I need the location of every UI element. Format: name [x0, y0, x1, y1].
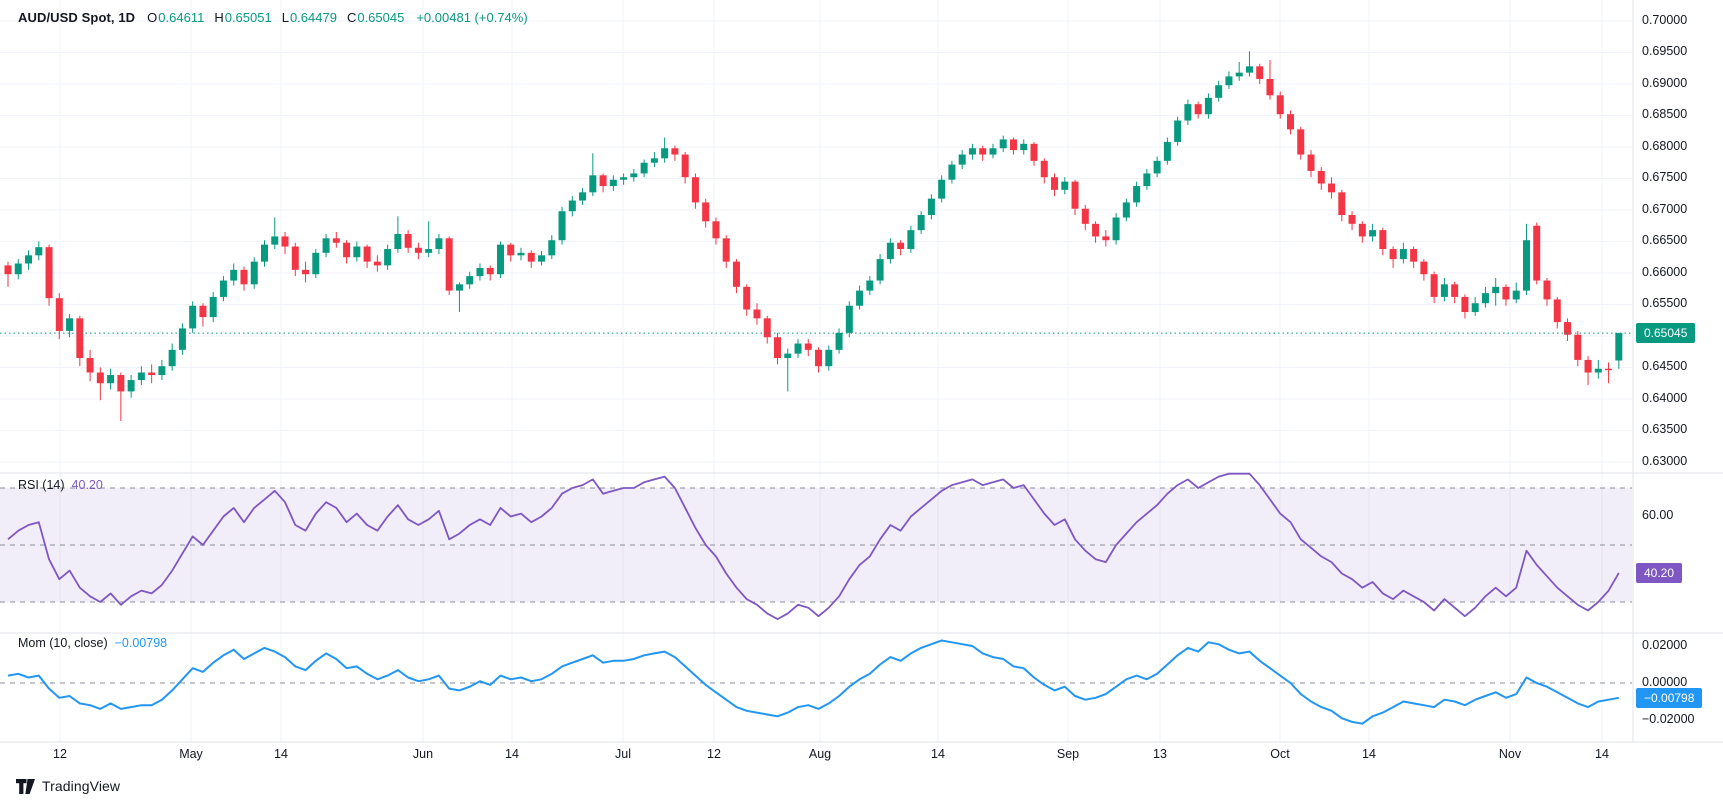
- time-axis-label: Jul: [615, 747, 631, 761]
- price-axis-label: 0.69500: [1642, 44, 1688, 59]
- rsi-axis-label: 60.00: [1642, 508, 1674, 523]
- tradingview-logo[interactable]: TradingView: [16, 778, 120, 794]
- price-axis-label: 0.64000: [1642, 390, 1688, 405]
- open-key: O: [147, 10, 158, 25]
- time-axis-label: 12: [707, 747, 721, 761]
- time-axis-label: Sep: [1056, 747, 1080, 761]
- price-axis-label: 0.68000: [1642, 138, 1688, 153]
- time-axis-label: 14: [1595, 747, 1609, 761]
- time-axis-label: May: [179, 747, 203, 761]
- momentum-axis-label: 0.02000: [1642, 638, 1688, 652]
- high-value: 0.65051: [224, 10, 272, 25]
- time-axis-label: 12: [53, 747, 67, 761]
- ohlc-readout: O 0.64611 H 0.65051 L 0.64479 C 0.65045: [147, 10, 404, 25]
- time-axis-label: Oct: [1270, 747, 1290, 761]
- tradingview-logo-icon: [16, 778, 35, 794]
- price-axis-label: 0.67500: [1642, 170, 1688, 185]
- candles-series[interactable]: [4, 51, 1623, 422]
- rsi-label: RSI (14): [18, 478, 65, 492]
- time-axis-label: 14: [505, 747, 519, 761]
- rsi-series[interactable]: [7, 472, 1620, 620]
- price-axis-label: 0.67000: [1642, 201, 1688, 216]
- rsi-value-badge: 40.20: [1636, 562, 1683, 583]
- change-readout: +0.00481 (+0.74%): [416, 10, 528, 25]
- price-axis-label: 0.65500: [1642, 296, 1688, 311]
- price-axis-label: 0.70000: [1642, 12, 1688, 27]
- price-axis-label: 0.63000: [1642, 453, 1688, 468]
- symbol-legend[interactable]: AUD/USD Spot, 1D O 0.64611 H 0.65051 L 0.64…: [18, 10, 528, 25]
- symbol-title: AUD/USD Spot, 1D: [18, 10, 136, 25]
- momentum-axis-label: 0.00000: [1642, 675, 1688, 689]
- price-axis-label: 0.66500: [1642, 233, 1688, 248]
- price-axis-label: 0.66000: [1642, 264, 1688, 279]
- low-key: L: [281, 10, 289, 25]
- high-key: H: [214, 10, 224, 25]
- rsi-value: 40.20: [71, 478, 103, 492]
- low-value: 0.64479: [289, 10, 337, 25]
- momentum-axis-label: −0.02000: [1642, 712, 1695, 726]
- momentum-legend[interactable]: Mom (10, close) −0.00798: [18, 636, 167, 650]
- tradingview-logo-text: TradingView: [42, 778, 121, 794]
- momentum-value-badge: −0.00798: [1636, 687, 1703, 708]
- price-axis-label: 0.63500: [1642, 422, 1688, 437]
- price-axis-label: 0.68500: [1642, 107, 1688, 122]
- close-value: 0.65045: [357, 10, 405, 25]
- time-axis-label: Nov: [1498, 747, 1522, 761]
- time-axis-label: 13: [1153, 747, 1167, 761]
- time-axis-label: 14: [1362, 747, 1376, 761]
- time-axis-label: 14: [931, 747, 945, 761]
- close-key: C: [346, 10, 357, 25]
- time-axis-label: 14: [274, 747, 288, 761]
- open-value: 0.64611: [158, 10, 205, 25]
- time-axis-label: Jun: [412, 747, 434, 761]
- price-axis-label: 0.64500: [1642, 359, 1688, 374]
- momentum-label: Mom (10, close): [18, 636, 108, 650]
- last-price-badge: 0.65045: [1636, 323, 1696, 344]
- rsi-legend[interactable]: RSI (14) 40.20: [18, 478, 103, 492]
- time-axis-label: Aug: [808, 747, 832, 761]
- price-axis-label: 0.69000: [1642, 75, 1688, 90]
- momentum-value: −0.00798: [114, 636, 168, 650]
- momentum-series[interactable]: [7, 639, 1619, 725]
